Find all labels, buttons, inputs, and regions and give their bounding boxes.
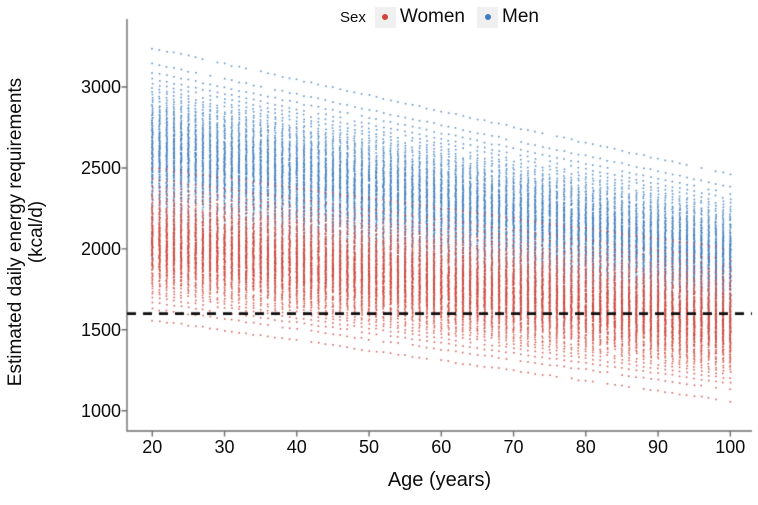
y-tick-label: 3000 — [80, 76, 121, 97]
x-tick-label: 30 — [214, 437, 235, 457]
legend-entry-women: Women — [374, 6, 465, 28]
men-dot-icon — [484, 14, 491, 20]
legend: Sex Women Men — [127, 4, 752, 30]
y-axis-title: Estimated daily energy requirements (kca… — [5, 17, 49, 447]
x-tick-label: 70 — [503, 437, 524, 457]
x-tick-label: 20 — [142, 437, 163, 457]
x-tick-label: 40 — [286, 437, 307, 457]
x-axis-title: Age (years) — [387, 469, 492, 491]
y-axis-title-line2: (kcal/d) — [26, 200, 47, 264]
y-tick-label: 1500 — [80, 319, 121, 340]
x-tick-label: 50 — [359, 437, 380, 457]
x-tick-label: 60 — [431, 437, 452, 457]
legend-label-women: Women — [399, 6, 465, 27]
legend-key-women — [374, 6, 396, 28]
women-dot-icon — [382, 14, 389, 20]
x-tick-label: 100 — [715, 437, 746, 457]
legend-title: Sex — [340, 8, 366, 26]
x-tick-label: 90 — [648, 437, 669, 457]
y-tick-label: 2000 — [80, 238, 121, 259]
legend-entry-men: Men — [477, 6, 539, 28]
x-tick-label: 80 — [575, 437, 596, 457]
legend-label-men: Men — [502, 6, 539, 27]
y-axis-title-line1: Estimated daily energy requirements — [5, 77, 26, 387]
y-tick-label: 2500 — [80, 157, 121, 178]
y-tick-label: 1000 — [80, 400, 121, 421]
legend-key-men — [477, 6, 498, 28]
